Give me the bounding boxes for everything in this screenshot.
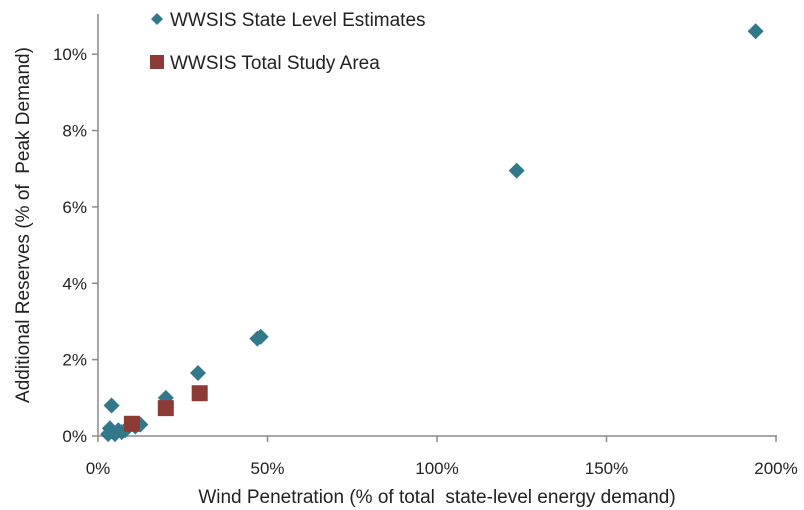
y-ticks: 0% 2% 4% 6% 8% 10%	[53, 45, 98, 446]
data-point-square	[157, 400, 174, 417]
data-point-diamond	[747, 23, 764, 40]
data-point-diamond	[103, 397, 120, 414]
legend-item-total-study-area: WWSIS Total Study Area	[150, 53, 380, 74]
series-1	[123, 385, 208, 432]
y-axis-title: Additional Reserves (% of Peak Demand)	[13, 47, 34, 403]
y-tick-label: 10%	[53, 45, 87, 64]
data-point-diamond	[252, 328, 269, 345]
y-tick-label: 6%	[62, 198, 87, 217]
data-point-diamond	[190, 365, 207, 381]
legend-label-total-study-area: WWSIS Total Study Area	[170, 53, 380, 74]
legend-item-state-level: WWSIS State Level Estimates	[151, 10, 426, 31]
x-ticks: 0% 50% 100% 150% 200%	[86, 436, 798, 478]
x-axis-title: Wind Penetration (% of total state-level…	[198, 487, 675, 508]
y-tick-label: 0%	[62, 427, 87, 446]
x-tick-label: 200%	[754, 459, 797, 478]
data-point-square	[191, 385, 208, 402]
legend-marker-square	[150, 55, 164, 69]
legend-label-state-level: WWSIS State Level Estimates	[170, 10, 426, 31]
y-tick-label: 8%	[62, 122, 87, 141]
data-point-square	[123, 415, 140, 432]
data-points	[100, 23, 764, 443]
y-tick-label: 4%	[62, 274, 87, 293]
x-tick-label: 0%	[86, 459, 111, 478]
legend-marker-diamond	[151, 13, 163, 25]
series-0	[100, 23, 764, 443]
data-point-diamond	[508, 162, 525, 179]
x-tick-label: 100%	[415, 459, 458, 478]
legend: WWSIS State Level Estimates WWSIS Total …	[150, 10, 426, 74]
x-tick-label: 150%	[585, 459, 628, 478]
y-tick-label: 2%	[62, 351, 87, 370]
x-tick-label: 50%	[250, 459, 284, 478]
